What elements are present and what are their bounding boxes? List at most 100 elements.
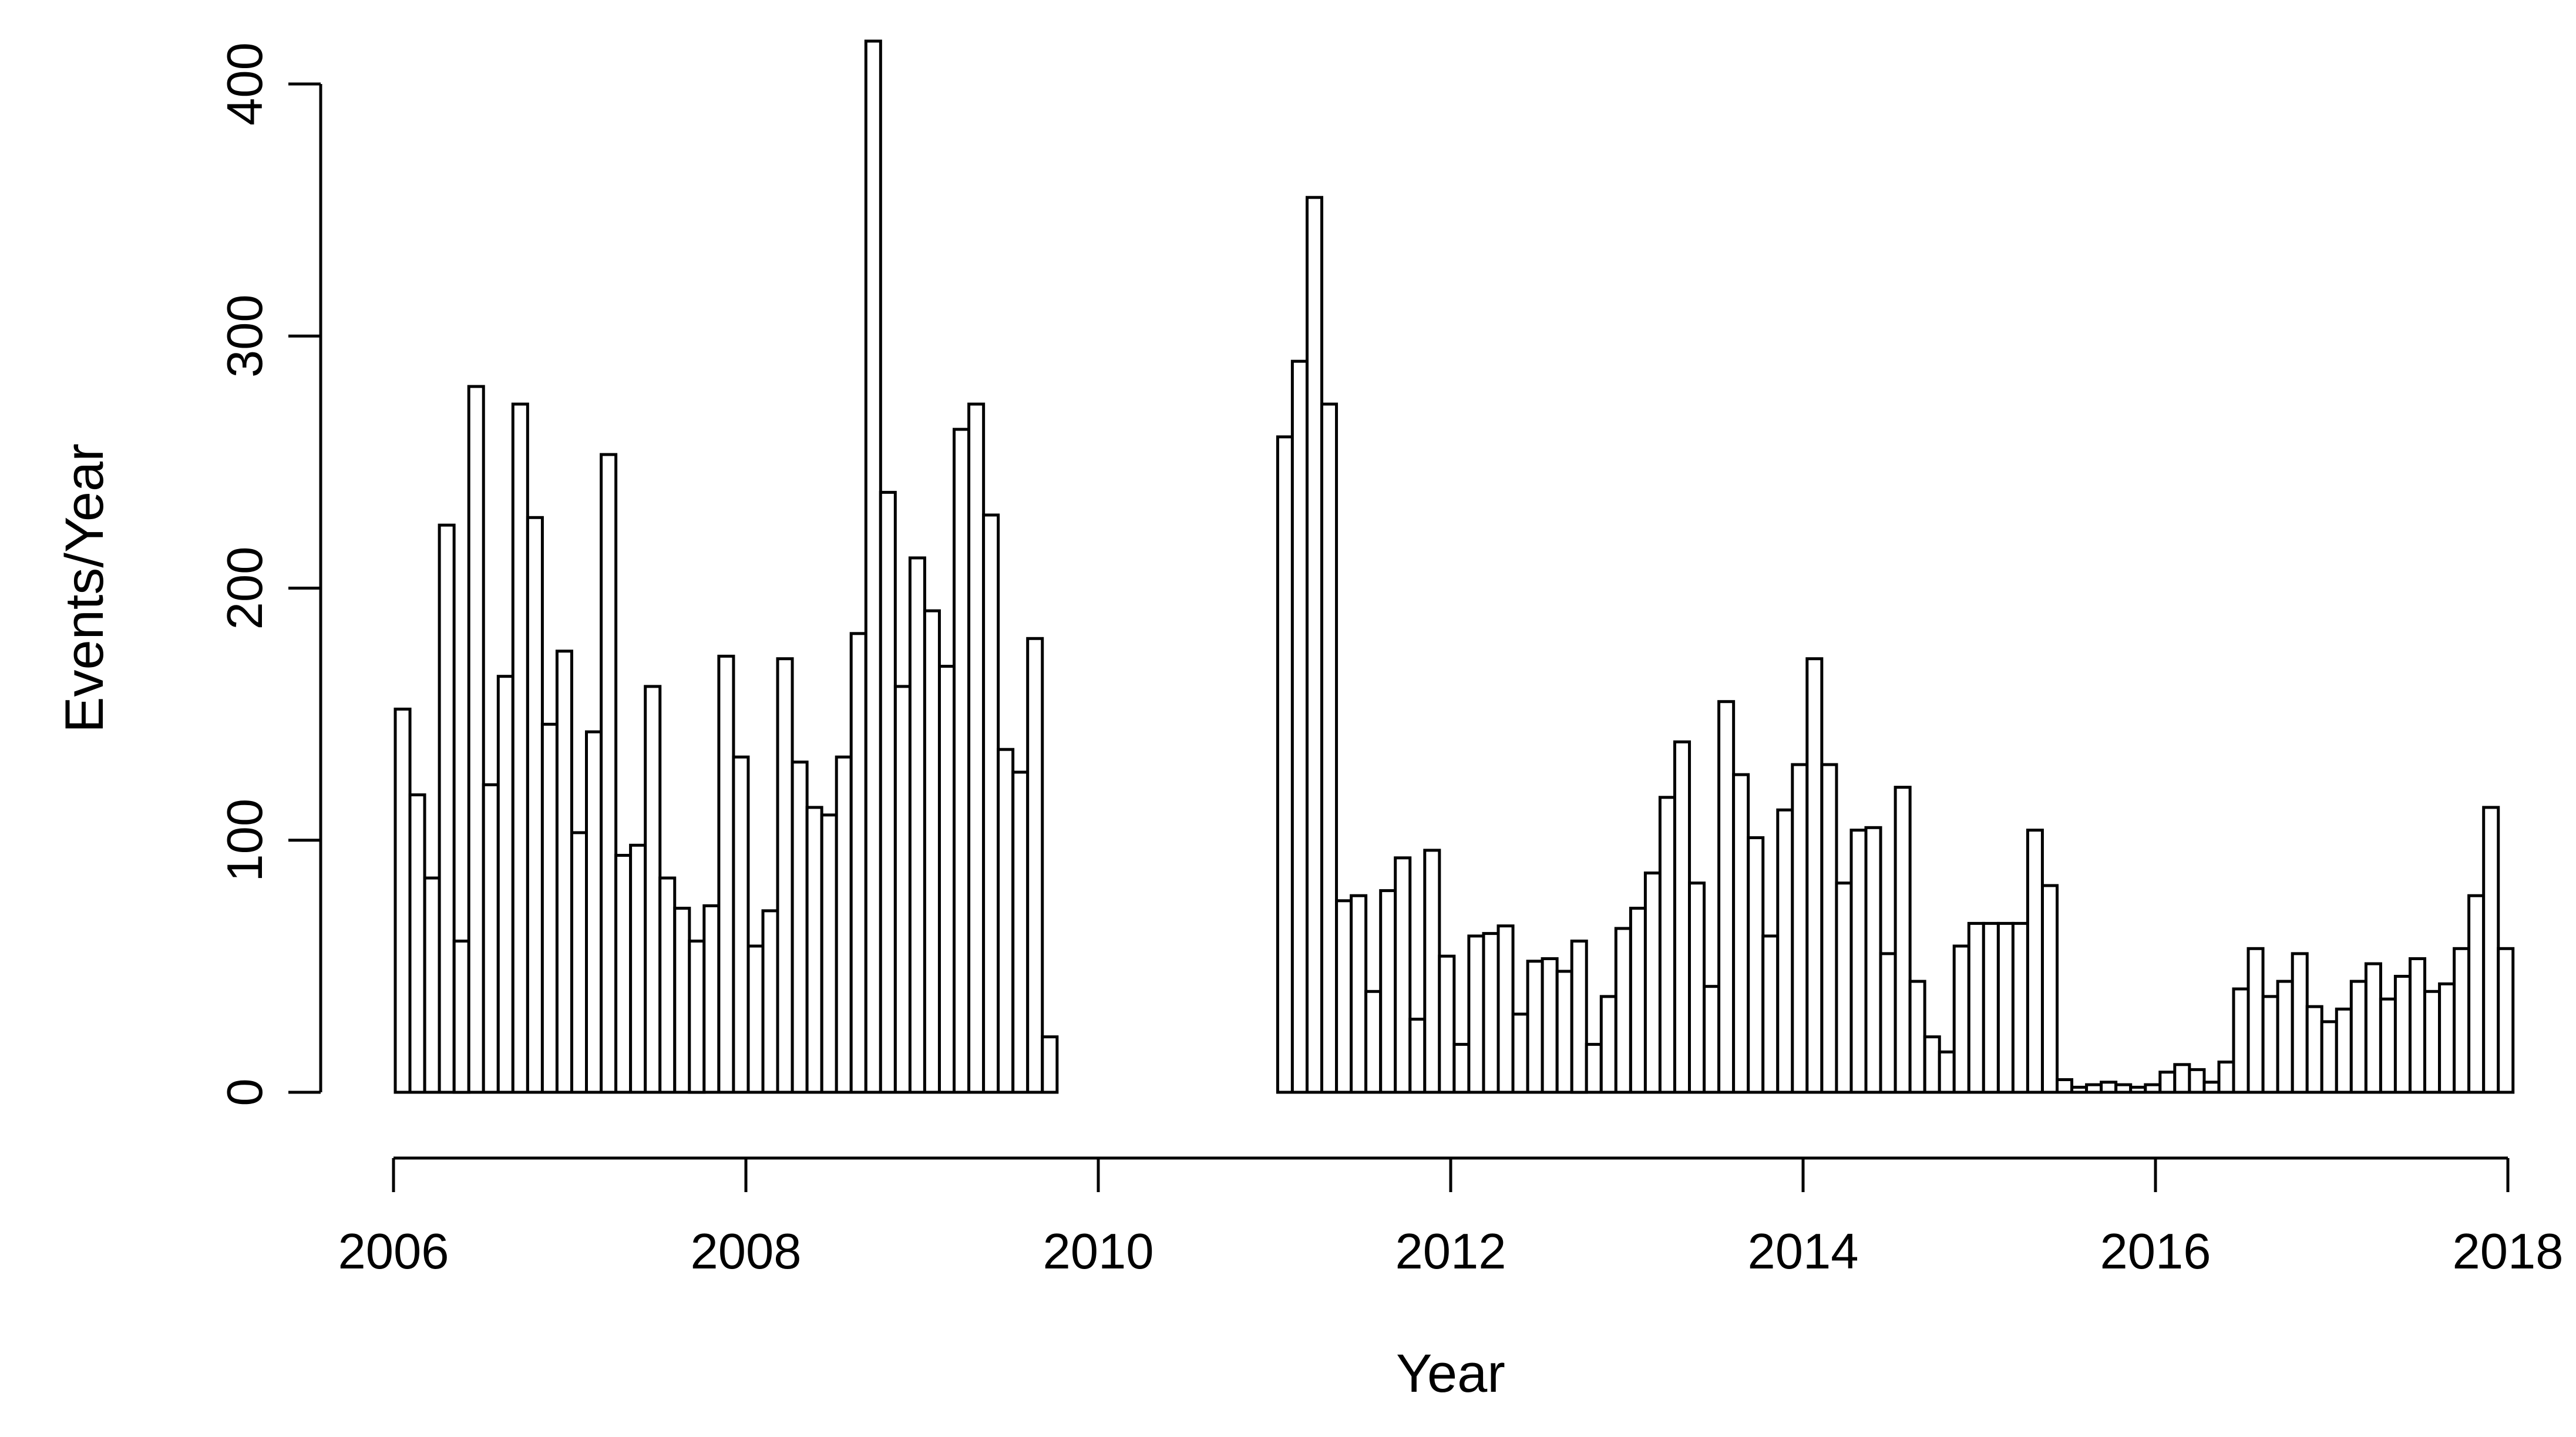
- bar: [1938, 1050, 1956, 1094]
- y-tick-label: 300: [217, 294, 273, 378]
- bar: [2261, 995, 2279, 1094]
- bar: [732, 755, 750, 1094]
- bar: [1820, 763, 1838, 1094]
- bar: [2320, 1020, 2338, 1094]
- bar: [658, 876, 677, 1094]
- bar: [702, 904, 721, 1094]
- bar: [1555, 970, 1573, 1094]
- bar: [1732, 773, 1750, 1094]
- bar: [1952, 944, 1970, 1094]
- bar: [938, 665, 956, 1094]
- bar: [805, 806, 823, 1094]
- bar: [1864, 826, 1882, 1094]
- bar: [791, 760, 809, 1094]
- bar: [967, 402, 986, 1094]
- bar: [1423, 849, 1441, 1094]
- bar: [1276, 435, 1294, 1094]
- bar: [1717, 700, 1736, 1094]
- bar: [1761, 934, 1780, 1094]
- bar: [2453, 947, 2471, 1094]
- bar: [1982, 921, 2000, 1094]
- bar: [1541, 957, 1559, 1094]
- bar: [1849, 829, 1868, 1094]
- bar: [688, 940, 706, 1094]
- bar: [2144, 1083, 2162, 1094]
- bar: [2011, 921, 2029, 1094]
- x-tick-label: 2018: [2452, 1224, 2563, 1280]
- bar: [1688, 881, 1706, 1094]
- bar: [1614, 927, 1632, 1094]
- bar: [2482, 806, 2500, 1094]
- bar: [1011, 770, 1030, 1094]
- bar: [526, 516, 544, 1094]
- bar: [923, 609, 941, 1094]
- bar: [2085, 1083, 2103, 1094]
- bar: [1482, 932, 1500, 1094]
- y-tick-label: 0: [217, 1078, 273, 1106]
- bar: [1408, 1018, 1427, 1094]
- bars-group: [394, 39, 2515, 1094]
- bar: [1026, 637, 1044, 1094]
- bar: [2041, 884, 2059, 1094]
- bar: [423, 876, 441, 1094]
- bar: [1673, 740, 1691, 1094]
- bar: [2393, 975, 2412, 1094]
- bar: [1320, 402, 1339, 1094]
- bar: [2026, 829, 2044, 1094]
- bar: [1996, 921, 2015, 1094]
- bar: [1467, 934, 1485, 1094]
- x-tick-label: 2012: [1395, 1224, 1506, 1280]
- bar: [1894, 786, 1912, 1094]
- bar: [1658, 796, 1676, 1094]
- y-axis-title: Events/Year: [55, 443, 115, 733]
- bar: [2232, 987, 2250, 1094]
- bar: [452, 940, 470, 1094]
- bar: [1643, 871, 1662, 1094]
- bar: [2409, 957, 2427, 1094]
- bar: [1791, 763, 1809, 1094]
- x-tick-label: 2016: [2100, 1224, 2211, 1280]
- bar: [717, 654, 735, 1094]
- bar: [2423, 990, 2442, 1094]
- bar: [820, 813, 838, 1094]
- bar: [1364, 990, 1383, 1094]
- bar: [1599, 995, 1617, 1094]
- bar: [1438, 954, 1456, 1094]
- bar: [1585, 1042, 1603, 1094]
- bar: [2217, 1061, 2235, 1094]
- bar: [1747, 836, 1765, 1094]
- bar: [1526, 960, 1544, 1094]
- y-tick-label: 400: [217, 42, 273, 126]
- bar: [1306, 196, 1324, 1094]
- bar: [1805, 657, 1824, 1094]
- bar: [1041, 1035, 1059, 1094]
- bar: [2379, 997, 2397, 1094]
- bar: [2305, 1005, 2323, 1094]
- bar: [2497, 947, 2515, 1094]
- bar: [776, 657, 794, 1094]
- bar: [953, 428, 971, 1094]
- bar: [1923, 1035, 1941, 1094]
- bar: [511, 402, 529, 1094]
- bar: [982, 513, 1000, 1094]
- bar: [1629, 907, 1647, 1094]
- bar: [467, 385, 485, 1094]
- bar: [629, 843, 647, 1094]
- bar: [600, 453, 618, 1094]
- bar: [908, 556, 926, 1094]
- x-axis: 2006 2008 2010 2012 2014 2016 2018: [338, 1156, 2564, 1280]
- bar: [893, 685, 912, 1094]
- bar: [2467, 894, 2486, 1094]
- bar: [2335, 1007, 2353, 1094]
- x-tick-label: 2014: [1747, 1224, 1858, 1280]
- bar: [1703, 985, 1721, 1094]
- bar: [761, 909, 779, 1094]
- y-axis: 0 100 200 300 400: [217, 42, 322, 1106]
- bar: [673, 907, 691, 1094]
- bar: [1452, 1042, 1471, 1094]
- bar: [1511, 1012, 1529, 1094]
- bar: [2349, 980, 2368, 1094]
- bar: [1379, 889, 1397, 1094]
